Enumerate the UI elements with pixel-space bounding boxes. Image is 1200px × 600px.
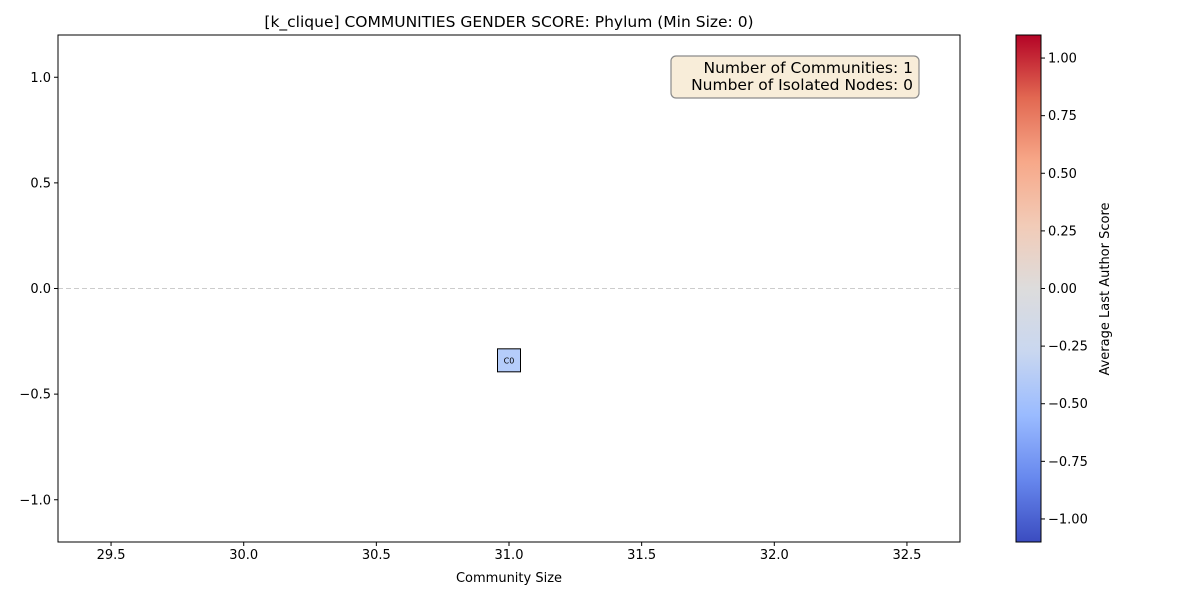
annotation-line-communities: Number of Communities: 1: [703, 59, 913, 77]
plot-area: 29.5 30.0 30.5 31.0 31.5 32.0 32.5 1.0 0.5 0.0 −0…: [19, 34, 961, 563]
y-tick-label: 1.0: [30, 71, 51, 86]
colorbar-tick-label: −0.50: [1048, 397, 1088, 412]
x-tick-label: 31.5: [627, 548, 656, 563]
x-tick-label: 32.5: [892, 548, 921, 563]
colorbar-tick-label: 0.00: [1048, 282, 1077, 297]
colorbar-tick-label: 0.75: [1048, 109, 1077, 124]
y-axis: 1.0 0.5 0.0 −0.5 −1.0: [19, 71, 58, 508]
y-tick-label: 0.5: [30, 176, 51, 191]
plot-border: [57, 34, 961, 543]
x-tick-label: 30.0: [229, 548, 258, 563]
colorbar-tick-label: −0.75: [1048, 455, 1088, 470]
x-tick-label: 32.0: [760, 548, 789, 563]
y-tick-label: −1.0: [19, 493, 51, 508]
data-points: C0: [497, 348, 521, 373]
colorbar-gradient: [1015, 34, 1042, 543]
community-label: C0: [504, 356, 515, 365]
colorbar-tick-label: 0.50: [1048, 167, 1077, 182]
x-tick-label: 30.5: [362, 548, 391, 563]
community-marker: [497, 348, 521, 373]
colorbar-ticks: 1.00 0.75 0.50 0.25 0.00 −0.25 −0.50 −0.75 −1.00: [1041, 52, 1088, 527]
colorbar: 1.00 0.75 0.50 0.25 0.00 −0.25 −0.50 −0.75 −1.00…: [1015, 34, 1113, 543]
colorbar-tick-label: −1.00: [1048, 512, 1088, 527]
colorbar-tick-label: 1.00: [1048, 52, 1077, 67]
x-axis: 29.5 30.0 30.5 31.0 31.5 32.0 32.5: [97, 542, 921, 563]
colorbar-tick-label: 0.25: [1048, 224, 1077, 239]
colorbar-label: Average Last Author Score: [1098, 202, 1113, 375]
y-tick-label: −0.5: [19, 388, 51, 403]
x-axis-label: Community Size: [456, 571, 562, 586]
annotation-line-isolated: Number of Isolated Nodes: 0: [691, 76, 913, 94]
chart-title: [k_clique] COMMUNITIES GENDER SCORE: Phy…: [264, 13, 753, 32]
y-tick-label: 0.0: [30, 282, 51, 297]
x-tick-label: 29.5: [97, 548, 126, 563]
colorbar-tick-label: −0.25: [1048, 340, 1088, 355]
x-tick-label: 31.0: [495, 548, 524, 563]
stats-annotation: Number of Communities: 1 Number of Isola…: [670, 55, 920, 99]
annotation-box: [670, 55, 920, 99]
